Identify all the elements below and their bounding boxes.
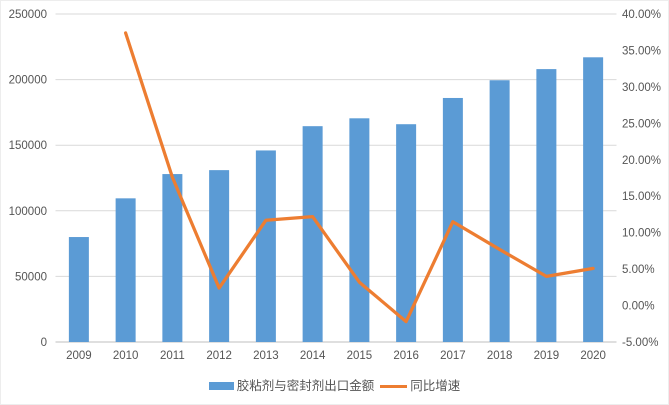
bar-2010 <box>115 198 136 342</box>
left-axis-tick-label: 150000 <box>9 140 47 152</box>
left-axis-tick-label: 50000 <box>15 271 47 283</box>
right-axis-tick-label: 25.00% <box>622 118 661 130</box>
x-axis-label-2013: 2013 <box>253 350 279 362</box>
right-axis-tick-label: 0.00% <box>622 301 655 313</box>
legend-bar-swatch <box>208 382 234 390</box>
right-axis-tick-label: 40.00% <box>622 9 661 21</box>
x-axis-label-2020: 2020 <box>580 350 606 362</box>
right-axis-tick-label: 5.00% <box>622 264 655 276</box>
x-axis-label-2016: 2016 <box>393 350 419 362</box>
left-axis-tick-label: 250000 <box>9 9 47 21</box>
bar-2020 <box>583 57 604 343</box>
bar-2009 <box>68 237 89 342</box>
x-axis-label-2011: 2011 <box>160 350 185 362</box>
x-axis-label-2015: 2015 <box>347 350 373 362</box>
x-axis-label-2019: 2019 <box>534 350 560 362</box>
bar-2012 <box>209 170 230 342</box>
legend-item-yoy-growth: 同比增速 <box>380 377 460 395</box>
left-axis-tick-label: 200000 <box>9 75 47 87</box>
right-axis-tick-label: -5.00% <box>622 337 658 349</box>
legend-item-export-amount: 胶粘剂与密封剂出口金额 <box>208 377 375 395</box>
x-axis-label-2012: 2012 <box>206 350 232 362</box>
legend-label-export-amount: 胶粘剂与密封剂出口金额 <box>236 379 375 393</box>
right-axis-tick-label: 15.00% <box>622 191 661 203</box>
bar-2013 <box>255 150 276 342</box>
x-axis-label-2018: 2018 <box>487 350 513 362</box>
bar-2014 <box>302 126 323 343</box>
left-axis-tick-label: 0 <box>41 337 47 349</box>
right-axis-tick-label: 30.00% <box>622 82 661 94</box>
chart-legend: 胶粘剂与密封剂出口金额 同比增速 <box>0 377 669 395</box>
right-axis-tick-label: 10.00% <box>622 228 661 240</box>
right-axis-tick-label: 35.00% <box>622 45 661 57</box>
bar-2018 <box>489 80 510 343</box>
legend-line-swatch <box>380 384 408 388</box>
legend-label-yoy-growth: 同比增速 <box>410 379 461 393</box>
right-axis-tick-label: 20.00% <box>622 155 661 167</box>
x-axis-label-2009: 2009 <box>66 350 92 362</box>
bar-2016 <box>396 124 417 342</box>
bar-2019 <box>536 69 557 342</box>
x-axis-label-2017: 2017 <box>440 350 466 362</box>
bar-2017 <box>442 97 463 342</box>
yoy-growth-line <box>124 31 595 324</box>
x-axis-label-2014: 2014 <box>300 350 326 362</box>
left-axis-tick-label: 100000 <box>9 206 47 218</box>
x-axis-label-2010: 2010 <box>113 350 139 362</box>
bar-2011 <box>162 174 183 342</box>
bar-2015 <box>349 118 370 342</box>
